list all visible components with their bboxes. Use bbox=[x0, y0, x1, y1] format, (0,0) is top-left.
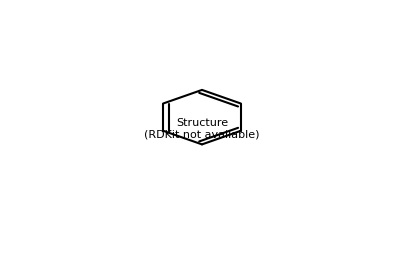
Text: Structure
(RDKit not available): Structure (RDKit not available) bbox=[144, 118, 260, 139]
